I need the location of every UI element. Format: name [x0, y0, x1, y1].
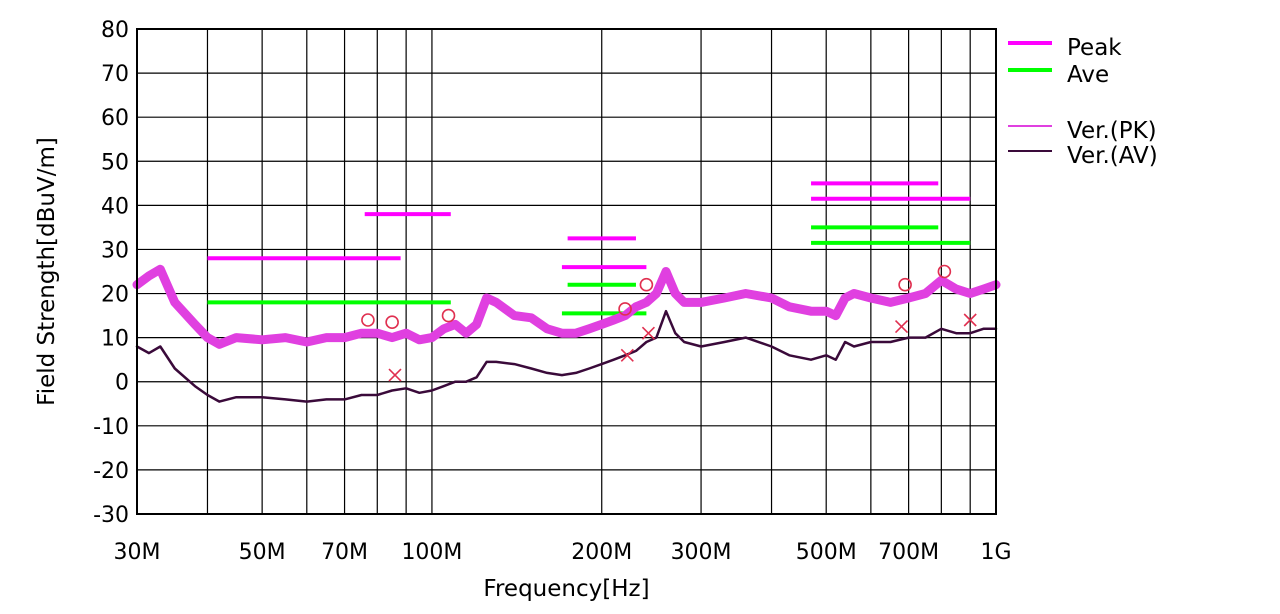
ver-av-trace	[135, 309, 998, 403]
ave-marker	[963, 313, 977, 327]
grid	[136, 28, 997, 515]
y-tick-label: 0	[115, 371, 129, 396]
y-tick-labels: 80 70 60 50 40 30 20 10 0 -10 -20 -30	[93, 18, 129, 528]
ave-marker	[894, 320, 909, 334]
series-layer	[132, 264, 1001, 403]
peak-marker	[385, 315, 399, 330]
x-tick-label: 1G	[980, 540, 1011, 565]
ave-marker	[388, 368, 402, 382]
x-tick-label: 200M	[571, 540, 632, 565]
peak-marker	[361, 313, 375, 327]
peak-marker	[639, 277, 654, 292]
x-tick-labels: 30M 50M 70M 100M 200M 300M 500M 700M 1G	[114, 540, 1012, 565]
y-tick-label: -30	[93, 503, 129, 528]
x-tick-label: 700M	[878, 540, 939, 565]
legend: Peak Ave Ver.(PK) Ver.(AV)	[1008, 35, 1158, 169]
ave-marker	[641, 326, 655, 340]
peak-marker	[937, 264, 952, 279]
y-tick-label: -20	[93, 459, 129, 484]
y-tick-label: 20	[101, 283, 129, 308]
x-tick-label: 70M	[321, 540, 368, 565]
x-tick-label: 100M	[401, 540, 462, 565]
y-tick-label: 50	[101, 150, 129, 175]
plot-frame	[136, 28, 997, 515]
y-tick-label: 40	[101, 194, 129, 219]
x-tick-label: 30M	[114, 540, 161, 565]
y-tick-label: 60	[101, 106, 129, 131]
y-axis-title: Field Strength[dBuV/m]	[34, 137, 60, 406]
x-tick-label: 300M	[671, 540, 732, 565]
marker-layer	[361, 264, 977, 382]
legend-label-peak: Peak	[1067, 35, 1122, 61]
y-tick-label: 80	[101, 18, 129, 43]
peak-marker	[618, 302, 632, 316]
y-tick-label: 30	[101, 238, 129, 263]
y-tick-label: 10	[101, 327, 129, 352]
x-tick-label: 500M	[796, 540, 857, 565]
legend-label-ver-pk: Ver.(PK)	[1067, 118, 1157, 144]
x-tick-label: 50M	[239, 540, 286, 565]
legend-label-ave: Ave	[1067, 62, 1109, 88]
peak-marker	[898, 277, 912, 292]
ver-pk-trace	[132, 264, 1001, 349]
y-tick-label: 70	[101, 62, 129, 87]
x-axis-title: Frequency[Hz]	[483, 576, 649, 602]
y-tick-label: -10	[93, 415, 129, 440]
legend-label-ver-av: Ver.(AV)	[1067, 143, 1158, 169]
peak-marker	[441, 308, 456, 323]
ave-marker	[620, 348, 634, 362]
